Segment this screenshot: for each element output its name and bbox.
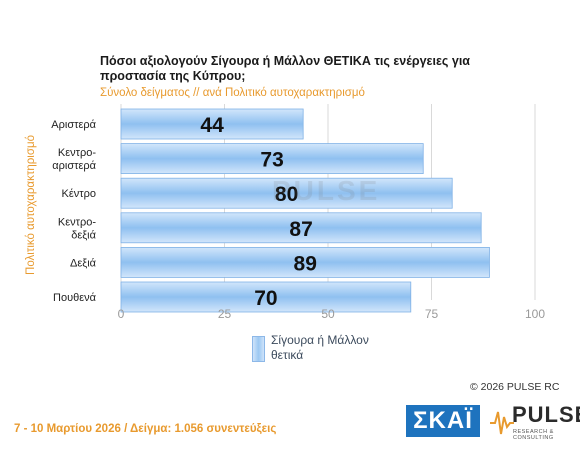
bar-value-label: 73 bbox=[260, 149, 283, 172]
bar-value-label: 87 bbox=[289, 218, 312, 241]
x-tick-label: 50 bbox=[321, 307, 335, 321]
bar bbox=[120, 108, 304, 140]
copyright-text: © 2026 PULSE RC bbox=[470, 381, 560, 393]
category-label: Δεξιά bbox=[70, 257, 97, 269]
pulse-logo: PULSE RESEARCH & CONSULTING bbox=[490, 400, 580, 442]
pulse-wave-icon bbox=[490, 411, 514, 435]
x-tick-label: 100 bbox=[525, 307, 545, 321]
x-tick-label: 75 bbox=[425, 307, 439, 321]
chart-subtitle: Σύνολο δείγματος // ανά Πολιτικό αυτοχαρ… bbox=[100, 87, 365, 99]
category-label: Κεντρο-δεξιά bbox=[58, 216, 97, 241]
legend-swatch bbox=[252, 336, 265, 362]
footer-sample-info: 7 - 10 Μαρτίου 2026 / Δείγμα: 1.056 συνε… bbox=[14, 423, 277, 435]
chart-title: Πόσοι αξιολογούν Σίγουρα ή Μάλλον ΘΕΤΙΚΑ… bbox=[100, 54, 470, 83]
bar-chart: 44 73 80 87 89 70 Αριστερά Κεντρο-αριστερά Κέντ… bbox=[51, 104, 545, 321]
category-label: Κέντρο bbox=[62, 188, 96, 200]
bar-value-label: 44 bbox=[200, 114, 224, 137]
bar bbox=[120, 143, 424, 175]
bar-value-label: 80 bbox=[275, 183, 298, 206]
x-tick-label: 0 bbox=[118, 307, 125, 321]
category-label: Αριστερά bbox=[51, 119, 96, 131]
x-tick-label: 25 bbox=[218, 307, 232, 321]
bar-value-label: 89 bbox=[294, 252, 317, 275]
skai-logo: ΣΚΑΪ bbox=[406, 405, 480, 437]
bar bbox=[120, 212, 482, 244]
bar bbox=[120, 281, 412, 313]
bar-value-label: 70 bbox=[254, 287, 277, 310]
pulse-watermark: PULSE bbox=[272, 175, 381, 206]
bar bbox=[120, 246, 490, 278]
legend-label: Σίγουρα ή Μάλλον θετικά bbox=[271, 333, 369, 362]
legend: Σίγουρα ή Μάλλον θετικά bbox=[252, 333, 401, 363]
bar bbox=[120, 177, 453, 209]
pulse-logo-text: PULSE bbox=[512, 402, 580, 427]
category-label: Πουθενά bbox=[53, 292, 97, 304]
category-label: Κεντρο-αριστερά bbox=[52, 147, 96, 172]
pulse-logo-subtext: RESEARCH & CONSULTING bbox=[513, 429, 554, 441]
